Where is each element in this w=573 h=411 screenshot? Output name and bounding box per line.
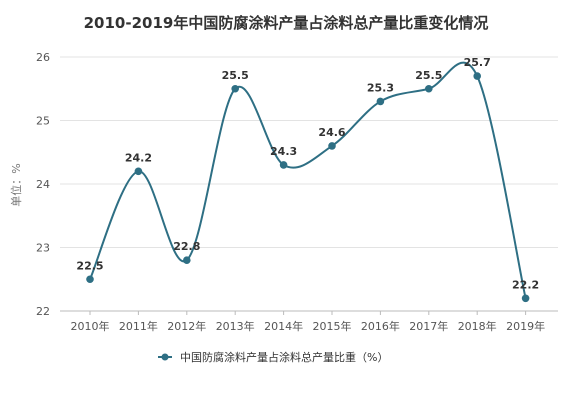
data-point[interactable] [473, 72, 482, 80]
series [86, 61, 530, 303]
data-label: 25.7 [464, 56, 491, 69]
data-label: 22.5 [76, 259, 103, 272]
data-label: 22.2 [512, 278, 539, 291]
x-tick-label: 2012年 [167, 319, 206, 333]
data-point[interactable] [328, 142, 336, 150]
y-tick-label: 24 [36, 178, 50, 191]
x-tick-label: 2019年 [506, 319, 545, 333]
y-tick-label: 23 [36, 242, 50, 255]
x-tick-label: 2011年 [119, 319, 158, 333]
legend[interactable]: 中国防腐涂料产量占涂料总产量比重（%） [158, 350, 388, 364]
chart-title: 2010-2019年中国防腐涂料产量占涂料总产量比重变化情况 [84, 14, 489, 32]
x-tick-label: 2010年 [71, 319, 110, 333]
data-label: 24.6 [318, 126, 345, 139]
x-tick-label: 2017年 [409, 319, 448, 333]
y-tick-label: 26 [36, 51, 50, 64]
data-point[interactable] [134, 167, 143, 176]
data-label: 24.2 [125, 151, 152, 164]
data-point[interactable] [86, 275, 94, 284]
y-axis-label: 单位：% [9, 163, 23, 206]
legend-label: 中国防腐涂料产量占涂料总产量比重（%） [180, 350, 388, 364]
y-tick-label: 25 [36, 115, 50, 128]
y-tick-label: 22 [36, 305, 50, 318]
data-point[interactable] [231, 84, 239, 93]
x-tick-label: 2014年 [264, 319, 303, 333]
legend-marker [161, 353, 169, 361]
data-point[interactable] [521, 294, 530, 303]
x-tick-label: 2013年 [216, 319, 255, 333]
x-axis: 2010年 2011年 2012年 2013年 2014年 2015年 2016年 2017年… [60, 310, 558, 333]
data-label: 25.5 [415, 69, 442, 82]
data-labels: 22.5 24.2 22.8 25.5 24.3 24.6 25.3 25.5 25.7 22.2 [76, 56, 539, 291]
x-tick-label: 2016年 [361, 319, 400, 333]
data-point[interactable] [425, 84, 433, 93]
data-label: 24.3 [270, 145, 297, 158]
data-point[interactable] [279, 161, 288, 169]
data-label: 22.8 [173, 240, 200, 253]
data-label: 25.5 [222, 69, 249, 82]
x-tick-label: 2018年 [458, 319, 497, 333]
x-tick-label: 2015年 [313, 319, 352, 333]
series-line [89, 61, 527, 299]
data-point[interactable] [376, 97, 385, 106]
data-point[interactable] [183, 256, 191, 265]
y-axis: 22 23 24 25 26 [36, 51, 50, 318]
data-label: 25.3 [367, 81, 394, 94]
